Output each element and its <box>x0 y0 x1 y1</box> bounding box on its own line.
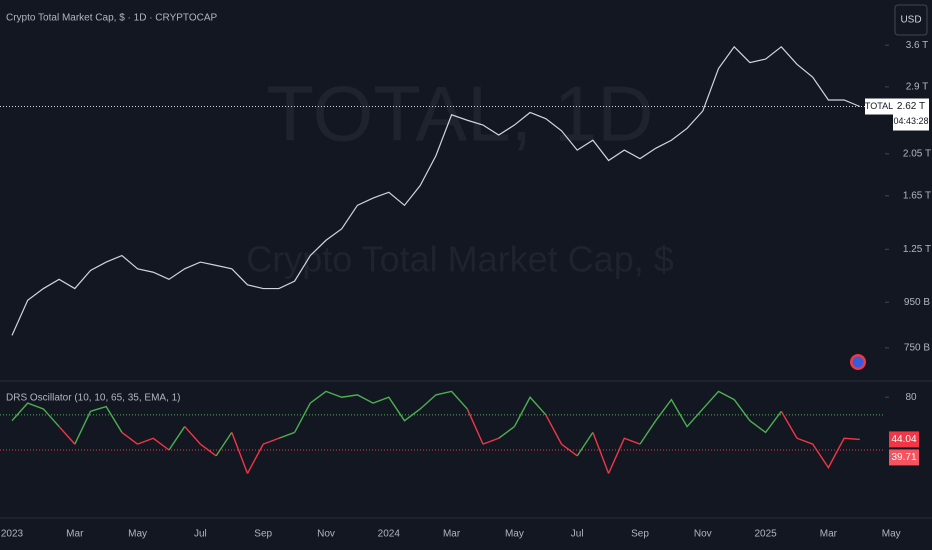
oscillator-connector <box>231 432 249 474</box>
x-tick-label: Mar <box>820 529 838 540</box>
x-tick-label: Mar <box>66 529 84 540</box>
y-tick-label: 750 B <box>904 343 930 354</box>
currency-label: USD <box>900 15 921 26</box>
price-line <box>11 45 861 336</box>
oscillator-connector <box>215 432 233 457</box>
symbol-tag-box <box>865 98 893 115</box>
y-tick-label: 2.05 T <box>903 148 931 159</box>
oscillator-line <box>482 437 499 445</box>
oscillator-connector <box>592 432 610 474</box>
y-tick-label: 1.65 T <box>903 190 931 201</box>
oscillator-connector <box>466 408 484 445</box>
y-tick-label: 2.9 T <box>906 82 929 93</box>
symbol-title: Crypto Total Market Cap, $ · 1D · CRYPTO… <box>6 13 218 24</box>
y-tick-label: 950 B <box>904 297 930 308</box>
signal-label: 39.71 <box>891 452 916 463</box>
oscillator-title: DRS Oscillator (10, 10, 65, 35, EMA, 1) <box>6 393 181 404</box>
x-tick-label: Mar <box>443 529 461 540</box>
x-tick-label: May <box>882 529 901 540</box>
x-tick-label: Jul <box>571 529 584 540</box>
x-tick-label: Nov <box>317 529 335 540</box>
oscillator-line <box>246 437 280 474</box>
flag-icon-inner <box>852 356 864 368</box>
x-tick-label: May <box>128 529 147 540</box>
oscillator-connector <box>545 414 563 445</box>
x-tick-label: Jul <box>194 529 207 540</box>
x-tick-label: Nov <box>694 529 712 540</box>
oscillator-connector <box>576 432 594 457</box>
oscillator-connector <box>184 426 201 445</box>
oscillator-connector <box>74 411 92 445</box>
oscillator-line <box>137 437 170 451</box>
oscillator-connector <box>278 431 295 439</box>
oscillator-line <box>655 390 782 434</box>
oscillator-connector <box>780 410 798 439</box>
oscillator-connector <box>639 420 657 445</box>
symbol-tag: TOTAL <box>865 101 893 111</box>
x-tick-label: May <box>505 529 524 540</box>
oscillator-line <box>90 405 123 433</box>
value-label-box <box>889 431 919 448</box>
x-tick-label: 2024 <box>378 529 401 540</box>
x-tick-label: 2025 <box>754 529 777 540</box>
oscillator-connector <box>121 431 139 445</box>
price-label: 2.62 T <box>897 101 925 112</box>
oscillator-line <box>293 390 468 433</box>
y-tick-label: 1.25 T <box>903 244 931 255</box>
countdown: 04:43:28 <box>893 116 928 126</box>
oscillator-connector <box>498 425 515 439</box>
oscillator-line <box>199 443 217 457</box>
signal-label-box <box>889 449 919 466</box>
oscillator-line <box>607 437 641 474</box>
oscillator-connector <box>168 426 186 451</box>
oscillator-connector <box>58 426 76 445</box>
x-tick-label: 2023 <box>1 529 24 540</box>
x-tick-label: Sep <box>631 529 649 540</box>
y-tick-label: 3.6 T <box>906 40 929 51</box>
y-tick-label: 80 <box>905 392 917 403</box>
oscillator-line <box>11 402 60 428</box>
oscillator-line <box>513 396 547 427</box>
x-tick-label: Sep <box>254 529 272 540</box>
oscillator-line <box>561 443 578 457</box>
oscillator-line <box>796 437 860 469</box>
price-label-box <box>893 98 929 131</box>
value-label: 44.04 <box>891 434 916 445</box>
currency-button[interactable] <box>894 4 928 36</box>
watermark-name: Crypto Total Market Cap, $ <box>246 239 674 280</box>
